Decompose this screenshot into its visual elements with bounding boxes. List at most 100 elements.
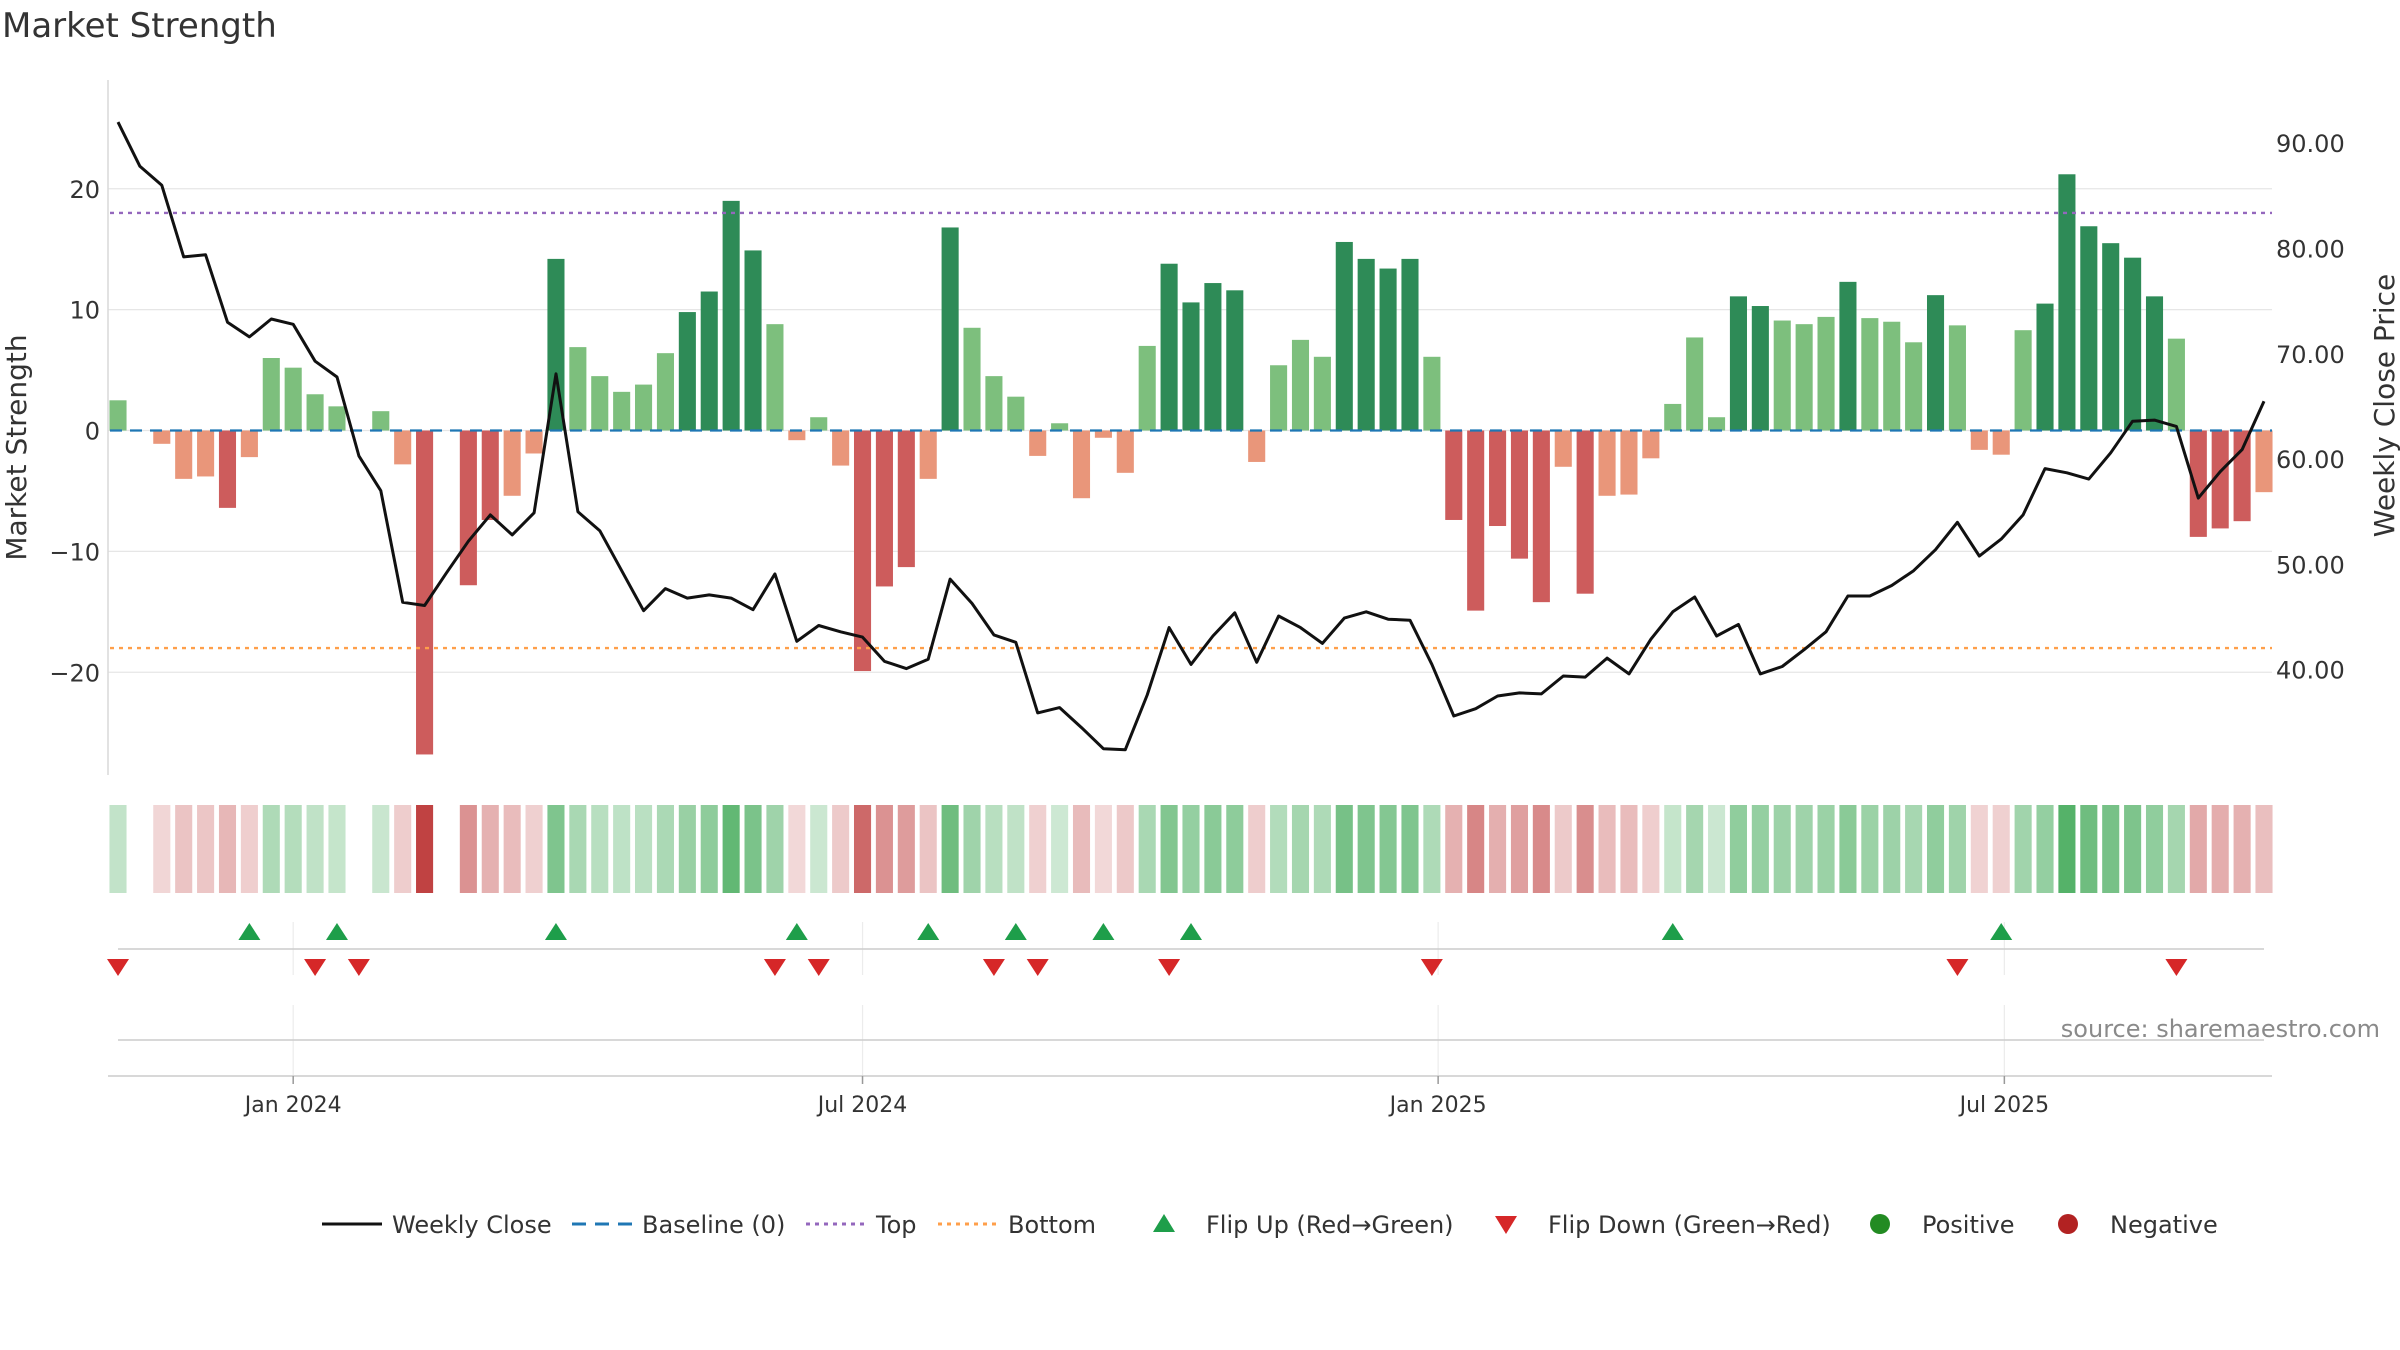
strength-band-cell — [1467, 805, 1485, 893]
strength-bar — [459, 430, 477, 586]
strength-band-cell — [459, 805, 477, 893]
strength-bar — [722, 200, 740, 431]
legend-item: Negative — [2058, 1211, 2218, 1239]
strength-band-cell — [109, 805, 127, 893]
strength-band-cell — [897, 805, 915, 893]
strength-band-cell — [591, 805, 609, 893]
strength-band-cell — [1094, 805, 1112, 893]
strength-bar — [1467, 430, 1485, 611]
strength-band-cell — [678, 805, 696, 893]
strength-band-cell — [985, 805, 1003, 893]
strength-bar — [656, 353, 674, 431]
strength-bar — [284, 367, 302, 431]
strength-band-cell — [240, 805, 258, 893]
strength-bar — [1664, 403, 1682, 431]
strength-band-cell — [372, 805, 390, 893]
strength-bar — [1817, 316, 1835, 431]
strength-band-cell — [218, 805, 237, 893]
strength-band-cell — [1489, 805, 1507, 893]
strength-bar — [1510, 430, 1529, 559]
strength-band-cell — [481, 805, 499, 893]
legend-label: Bottom — [1008, 1211, 1096, 1239]
strength-bar — [613, 391, 631, 431]
strength-band-cell — [153, 805, 171, 893]
flip-down-marker — [1158, 959, 1181, 976]
legend-label: Flip Up (Red→Green) — [1206, 1211, 1454, 1239]
strength-bar — [1270, 365, 1288, 431]
strength-bar — [109, 400, 127, 431]
strength-band-cell — [1423, 805, 1441, 893]
right-tick-label: 40.00 — [2276, 657, 2345, 685]
strength-bar — [1795, 324, 1813, 431]
flip-down-marker — [347, 959, 370, 976]
strength-band-cell — [2058, 805, 2076, 893]
strength-bar — [1226, 290, 1244, 431]
strength-band-cell — [1051, 805, 1069, 893]
strength-bar — [175, 430, 193, 479]
strength-band-cell — [547, 805, 565, 893]
strength-band-cell — [1072, 805, 1091, 893]
strength-bar — [985, 376, 1003, 431]
strength-band-cell — [1795, 805, 1813, 893]
strength-band-cell — [700, 805, 718, 893]
x-tick-label: Jan 2024 — [243, 1093, 342, 1118]
strength-bar — [1620, 430, 1638, 495]
strength-bar — [1051, 423, 1069, 431]
flip-down-marker — [807, 959, 830, 976]
strength-bar — [2189, 430, 2207, 537]
strength-band-cell — [635, 805, 653, 893]
strength-band-cell — [1948, 805, 1966, 893]
strength-band-cell — [1926, 805, 1945, 893]
strength-band-cell — [919, 805, 937, 893]
strength-bar — [853, 430, 872, 672]
strength-bar — [1773, 320, 1791, 431]
strength-bar — [1138, 345, 1156, 431]
strength-band-cell — [262, 805, 280, 893]
legend-swatch — [1870, 1214, 1890, 1234]
strength-bar — [1992, 430, 2010, 455]
strength-bar — [2233, 430, 2251, 522]
strength-band-cell — [1313, 805, 1331, 893]
strength-band-cell — [766, 805, 784, 893]
strength-bar — [1401, 258, 1419, 431]
strength-band-cell — [2145, 805, 2164, 893]
strength-band-cell — [569, 805, 587, 893]
strength-band-cell — [1883, 805, 1901, 893]
strength-band-cell — [2036, 805, 2054, 893]
strength-band-cell — [1817, 805, 1835, 893]
strength-band-cell — [613, 805, 631, 893]
strength-bar — [1072, 430, 1091, 499]
strength-bar — [153, 430, 171, 444]
strength-bar — [1861, 318, 1879, 431]
strength-band-cell — [2233, 805, 2251, 893]
strength-band-cell — [1160, 805, 1178, 893]
strength-bar — [2211, 430, 2229, 529]
strength-bar — [1751, 306, 1769, 431]
strength-bar — [1576, 430, 1594, 594]
right-tick-label: 80.00 — [2276, 235, 2345, 263]
strength-bar — [963, 327, 981, 431]
strength-bar — [2124, 257, 2142, 431]
strength-bar — [1094, 430, 1112, 438]
strength-bar — [2014, 330, 2032, 431]
left-axis-label: Market Strength — [0, 334, 33, 560]
strength-band-cell — [744, 805, 762, 893]
flip-up-marker — [544, 923, 567, 940]
strength-band-cell — [1116, 805, 1134, 893]
strength-band-cell — [2014, 805, 2032, 893]
strength-band-cell — [1751, 805, 1769, 893]
right-tick-label: 50.00 — [2276, 551, 2345, 579]
strength-band-cell — [1138, 805, 1156, 893]
strength-band-cell — [1226, 805, 1244, 893]
strength-bar — [810, 417, 828, 431]
strength-bar — [1357, 258, 1375, 431]
strength-bar — [788, 430, 806, 441]
strength-band-cell — [328, 805, 346, 893]
strength-band-cell — [2211, 805, 2229, 893]
strength-bar — [897, 430, 915, 568]
strength-bar — [1335, 241, 1353, 431]
strength-band-cell — [832, 805, 850, 893]
legend-item: Positive — [1870, 1211, 2015, 1239]
strength-band-cell — [941, 805, 959, 893]
flip-down-marker — [1026, 959, 1049, 976]
